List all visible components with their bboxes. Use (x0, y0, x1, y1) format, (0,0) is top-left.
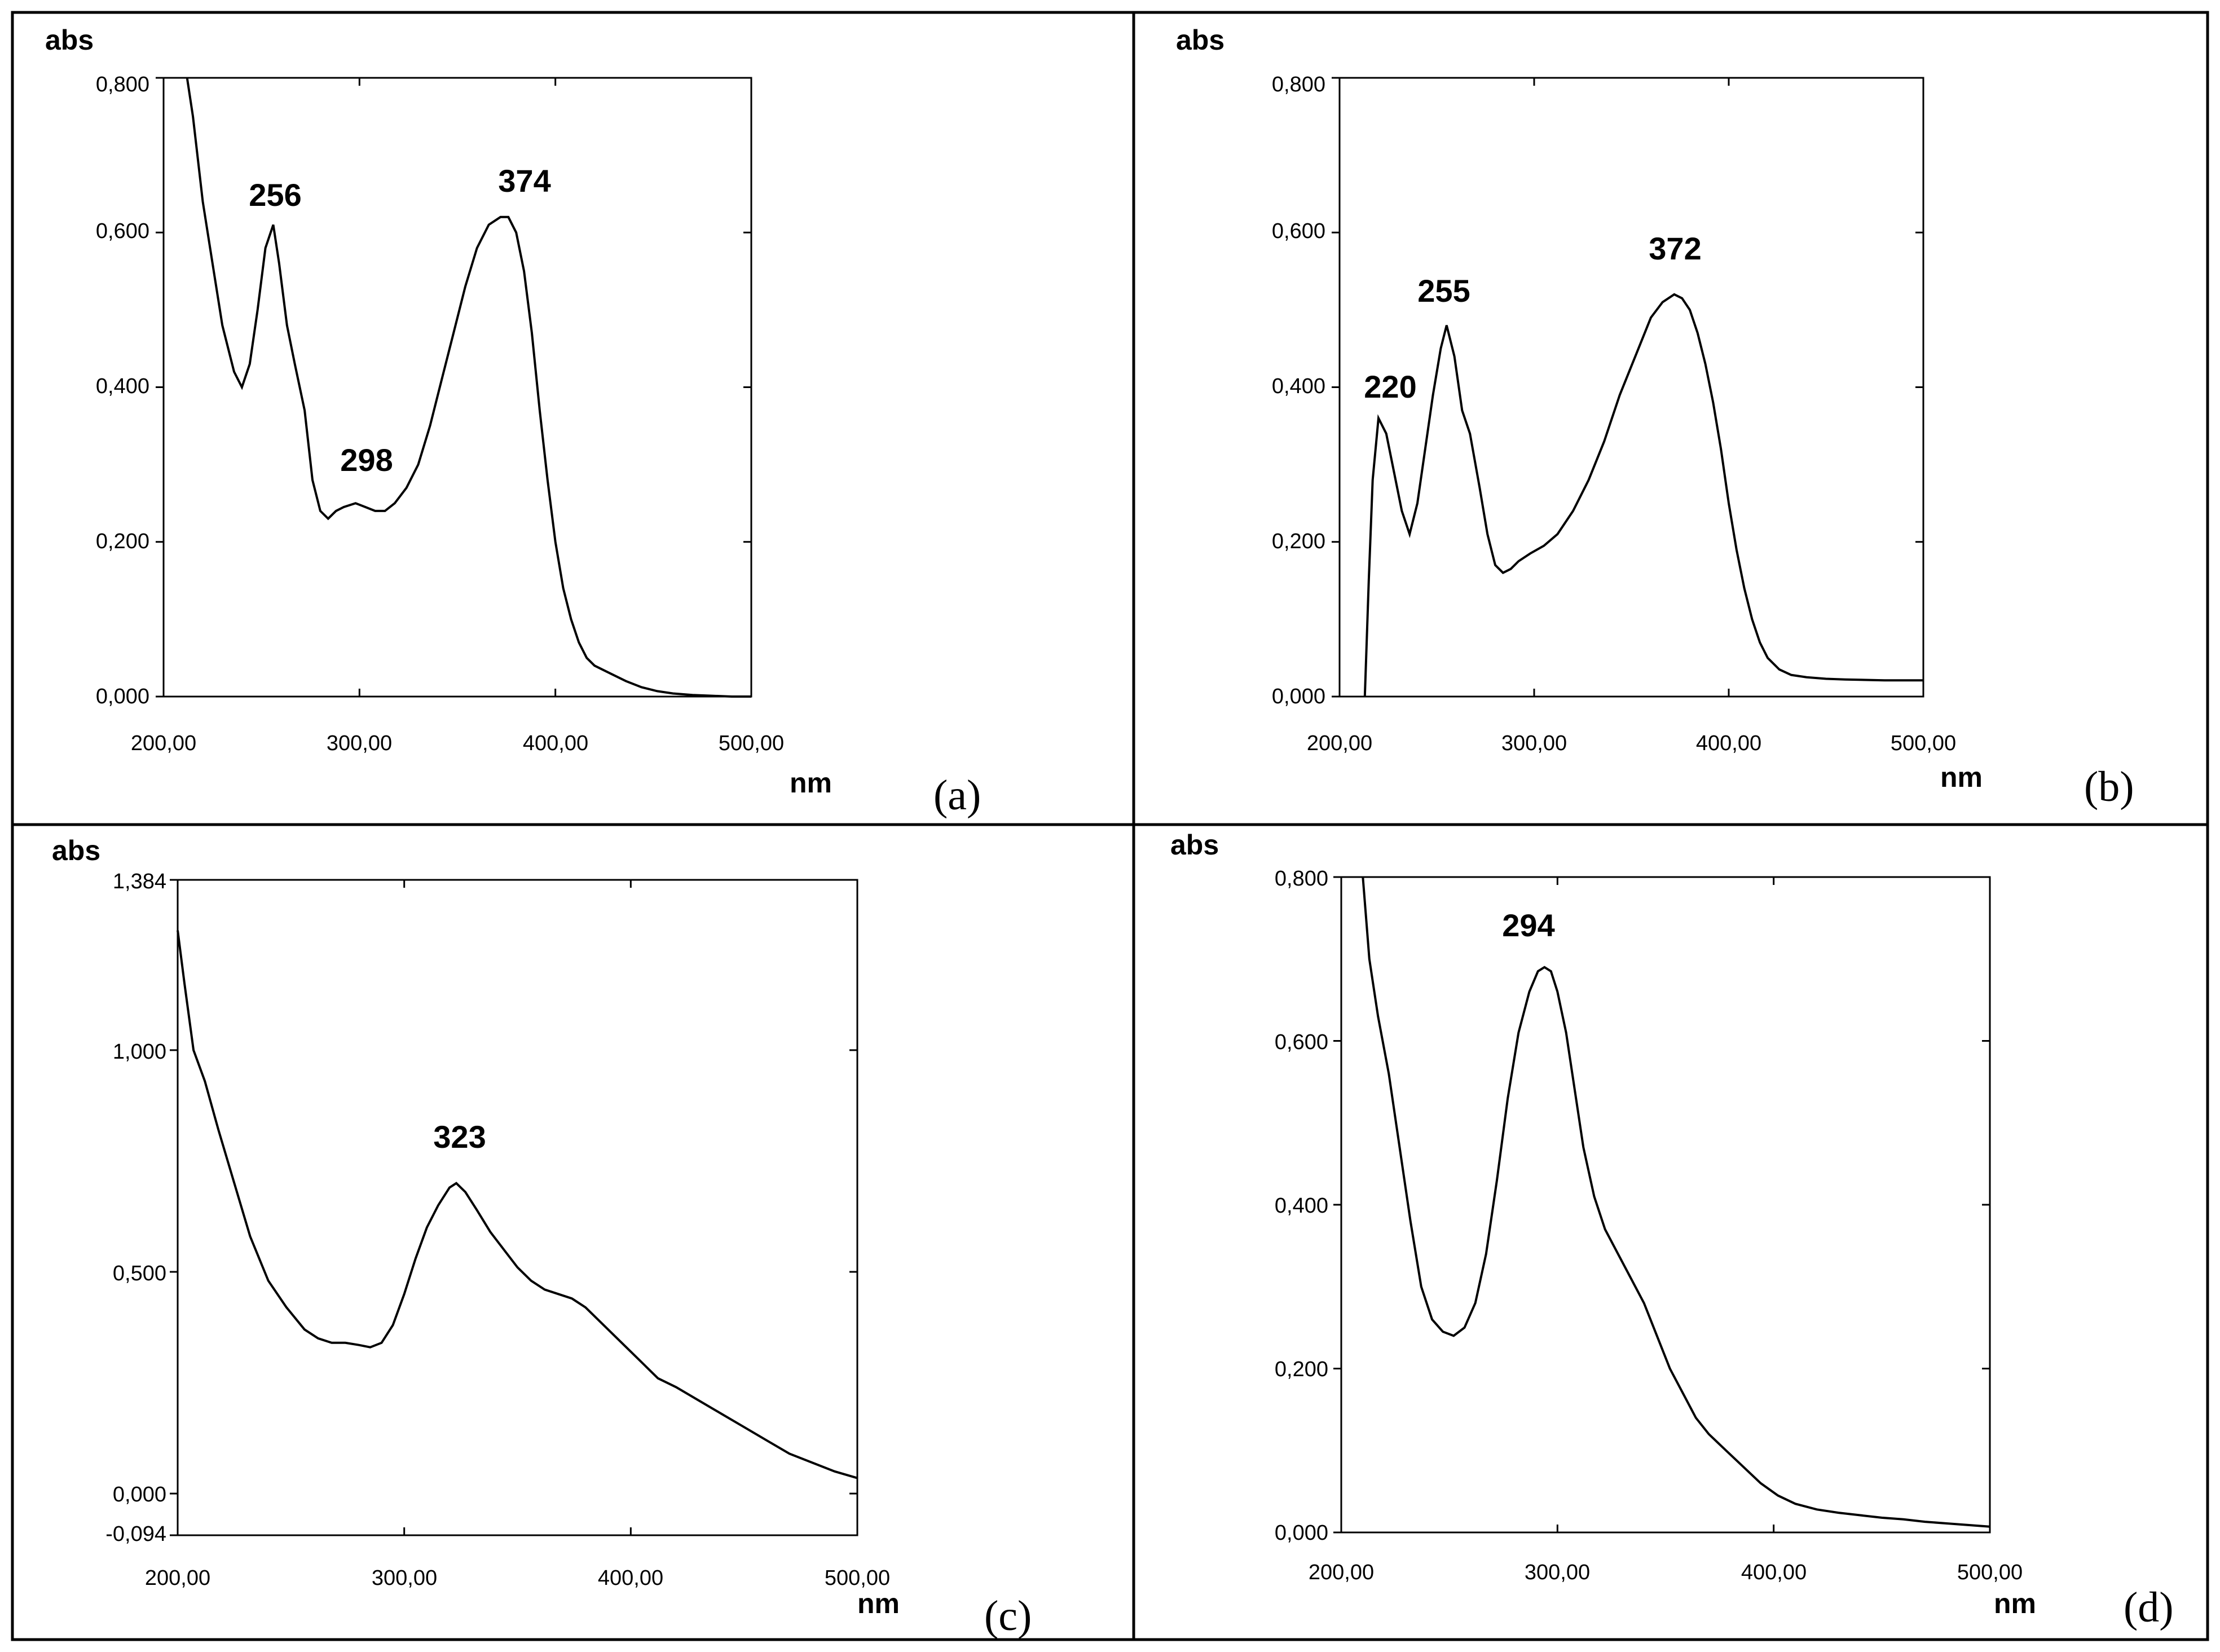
x-tick-d-1: 300,00 (1525, 1561, 1590, 1584)
ticks-c (170, 879, 858, 1536)
series-line-a (186, 77, 751, 698)
x-axis-label-b: nm (1940, 761, 1983, 793)
peak-label-c-0: 323 (433, 1119, 486, 1155)
x-tick-a-2: 400,00 (523, 732, 588, 755)
peak-label-b-0: 220 (1364, 369, 1416, 404)
y-tick-b-1: 0,200 (1272, 530, 1325, 553)
peak-label-d-0: 294 (1502, 908, 1554, 943)
peak-label-a-0: 256 (249, 177, 301, 213)
x-tick-a-3: 500,00 (719, 732, 784, 755)
y-tick-a-1: 0,200 (96, 530, 149, 553)
y-tick-c-3: 1,000 (113, 1040, 166, 1064)
y-tick-b-3: 0,600 (1272, 219, 1325, 243)
x-tick-b-2: 400,00 (1696, 732, 1761, 755)
y-axis-label-d: abs (1170, 829, 1219, 861)
panel-label-b: (b) (2084, 763, 2134, 810)
y-tick-b-2: 0,400 (1272, 375, 1325, 398)
x-tick-b-3: 500,00 (1891, 732, 1956, 755)
y-tick-b-4: 0,800 (1272, 73, 1325, 96)
plot-frame-c (177, 879, 858, 1536)
peak-label-a-1: 298 (340, 442, 393, 478)
y-tick-d-3: 0,600 (1275, 1030, 1328, 1054)
x-axis-label-d: nm (1994, 1588, 2036, 1619)
y-axis-label-b: abs (1176, 24, 1224, 56)
series-line-d (1362, 876, 1990, 1528)
y-axis-label-a: abs (45, 24, 94, 56)
y-tick-b-0: 0,000 (1272, 685, 1325, 708)
x-tick-d-2: 400,00 (1741, 1561, 1807, 1584)
y-tick-c-0: -0,094 (105, 1522, 166, 1546)
y-tick-c-4: 1,384 (113, 870, 166, 893)
peak-label-a-2: 374 (498, 163, 550, 199)
series-line-b (1363, 293, 1923, 697)
x-tick-c-1: 300,00 (372, 1566, 437, 1590)
y-tick-c-2: 0,500 (113, 1262, 166, 1285)
y-tick-d-4: 0,800 (1275, 867, 1328, 891)
chart-c: abs nm (c) 1,384 1,000 0,500 0,000 -0,09… (52, 835, 1032, 1640)
x-axis-label-c: nm (857, 1588, 900, 1619)
x-axis-label-a: nm (790, 767, 832, 799)
y-axis-label-c: abs (52, 835, 100, 866)
x-tick-a-0: 200,00 (131, 732, 196, 755)
x-tick-b-0: 200,00 (1307, 732, 1372, 755)
y-tick-a-3: 0,600 (96, 219, 149, 243)
peak-label-b-1: 255 (1417, 273, 1470, 309)
ticks-b (1332, 77, 1924, 698)
x-tick-c-0: 200,00 (145, 1566, 210, 1590)
y-tick-d-1: 0,200 (1275, 1358, 1328, 1381)
panel-label-c: (c) (984, 1592, 1032, 1640)
panel-borders (11, 11, 2209, 1641)
y-tick-a-4: 0,800 (96, 73, 149, 96)
x-tick-c-3: 500,00 (825, 1566, 890, 1590)
chart-b: abs nm (b) 0,800 0,600 0,400 0,200 0,000… (1176, 24, 2134, 810)
series-line-c (177, 930, 858, 1479)
panel-label-d: (d) (2124, 1584, 2174, 1631)
chart-d: abs nm (d) 0,800 0,600 0,400 0,200 0,000… (1170, 829, 2174, 1631)
x-tick-d-0: 200,00 (1309, 1561, 1374, 1584)
y-tick-a-0: 0,000 (96, 685, 149, 708)
x-tick-b-1: 300,00 (1501, 732, 1567, 755)
y-tick-d-0: 0,000 (1275, 1521, 1328, 1545)
peak-label-b-2: 372 (1649, 231, 1701, 266)
y-tick-c-1: 0,000 (113, 1483, 166, 1506)
chart-a: abs nm (a) 0,800 0,600 0,400 0,200 0,000… (45, 24, 981, 819)
y-tick-a-2: 0,400 (96, 375, 149, 398)
x-tick-d-3: 500,00 (1957, 1561, 2023, 1584)
x-tick-c-2: 400,00 (598, 1566, 663, 1590)
x-tick-a-1: 300,00 (327, 732, 392, 755)
y-tick-d-2: 0,400 (1275, 1194, 1328, 1218)
panel-label-a: (a) (933, 772, 981, 819)
